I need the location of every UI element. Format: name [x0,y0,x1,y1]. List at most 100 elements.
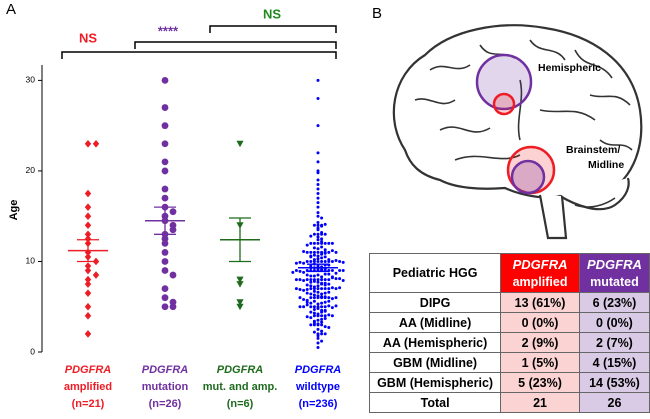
data-point [323,255,327,259]
y-tick-label: 30 [26,75,36,85]
table-row: GBM (Midline) 1 (5%) 4 (15%) [368,352,650,373]
cell-text: GBM (Midline) [393,355,478,370]
cell-text: 4 (15%) [592,355,637,370]
x-category-gene: PDGFRA [142,364,189,376]
table-cell: 2 (7%) [578,332,650,353]
data-point [302,288,306,292]
error-bar [77,239,99,263]
data-point [316,187,320,191]
significance-label: NS [263,6,281,21]
data-point [316,345,320,349]
data-point [161,185,169,193]
data-point [84,212,92,220]
data-point [323,222,327,226]
data-point [84,230,92,239]
data-point [316,214,320,218]
data-point [161,294,169,302]
data-point [323,251,327,255]
data-point [316,290,320,294]
y-axis-label: Age [8,200,20,221]
data-point [309,250,313,254]
data-point [323,232,327,236]
data-point [341,278,345,282]
data-point [316,302,320,306]
data-point [236,281,244,288]
data-point [316,327,320,331]
data-point [316,124,320,128]
data-point [316,247,320,251]
data-point [302,261,306,265]
data-point [161,104,169,111]
table-cell: 4 (15%) [578,352,650,373]
data-point [327,241,331,245]
data-point [327,272,331,276]
region-label: Brainstem/ [566,144,620,156]
data-point [316,211,320,215]
data-point [305,288,309,292]
data-point [84,280,92,288]
table-row: AA (Midline) 0 (0%) 0 (0%) [368,312,650,333]
data-point [316,241,320,245]
data-point [320,237,324,241]
data-point [334,287,338,291]
data-point [330,259,334,263]
data-point [327,250,331,254]
table-row: AA (Hemispheric) 2 (9%) 2 (7%) [368,332,650,353]
data-point [327,299,331,303]
cell-text: 6 (23%) [592,295,637,310]
data-point [84,203,92,211]
data-point [316,235,320,239]
data-point [323,325,327,329]
data-point [298,260,302,264]
data-point [309,323,313,327]
cell-text: DIPG [419,295,451,310]
data-point [320,292,324,296]
data-point [302,297,306,301]
data-point [341,269,345,273]
table-cell: DIPG [368,292,502,313]
data-point [316,96,320,100]
cell-text: 26 [607,395,622,410]
data-point [320,259,324,263]
data-point [323,332,327,336]
data-point [84,139,92,148]
data-point [316,192,320,196]
data-point [316,196,320,200]
x-category-n: (n=26) [149,398,182,410]
data-point [309,280,313,284]
data-point [305,300,309,304]
error-bar [229,217,251,263]
significance-bracket [209,25,337,33]
data-point [312,223,316,227]
data-point [309,310,313,314]
data-point [320,245,324,249]
data-point [330,275,334,279]
data-point [312,274,316,278]
header-text: mutated [590,274,639,289]
data-point [309,287,313,291]
data-point [294,261,298,265]
data-point [305,278,309,282]
data-point [320,332,324,336]
data-point [323,272,327,276]
header-text: Pediatric HGG [392,265,478,280]
data-point [305,243,309,247]
data-point [92,271,100,279]
x-category-label: mut. and amp. [203,381,278,393]
data-point [236,276,244,284]
data-point [305,250,309,254]
data-point [327,290,331,294]
data-point [316,238,320,242]
table-cell: AA (Midline) [368,312,502,333]
data-point [161,194,169,202]
x-category-n: (n=236) [299,398,338,410]
data-point [316,280,320,284]
data-point [298,278,302,282]
data-point [316,232,320,236]
data-point [294,278,298,282]
data-point [323,281,327,285]
data-point [305,259,309,263]
data-point [312,289,316,293]
data-point [338,269,342,273]
data-point [316,78,320,82]
